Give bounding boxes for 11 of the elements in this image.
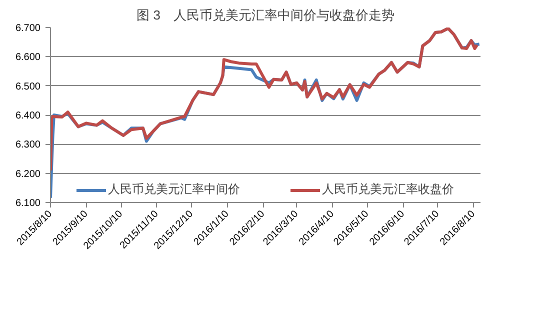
y-tick-label: 6.200 <box>15 168 41 180</box>
y-tick-label: 6.700 <box>15 23 41 34</box>
chart-title: 图 3 人民币兑美元汇率中间价与收盘价走势 <box>136 8 394 22</box>
y-tick-label: 6.100 <box>15 198 41 209</box>
y-tick-label: 6.600 <box>15 52 41 64</box>
y-tick-label: 6.300 <box>15 140 41 151</box>
legend-label: 人民币兑美元汇率中间价 <box>108 181 240 198</box>
y-tick-label: 6.400 <box>15 110 41 122</box>
line-series <box>50 28 479 172</box>
y-tick-label: 6.500 <box>15 81 41 92</box>
legend-label: 人民币兑美元汇率收盘价 <box>322 181 454 198</box>
